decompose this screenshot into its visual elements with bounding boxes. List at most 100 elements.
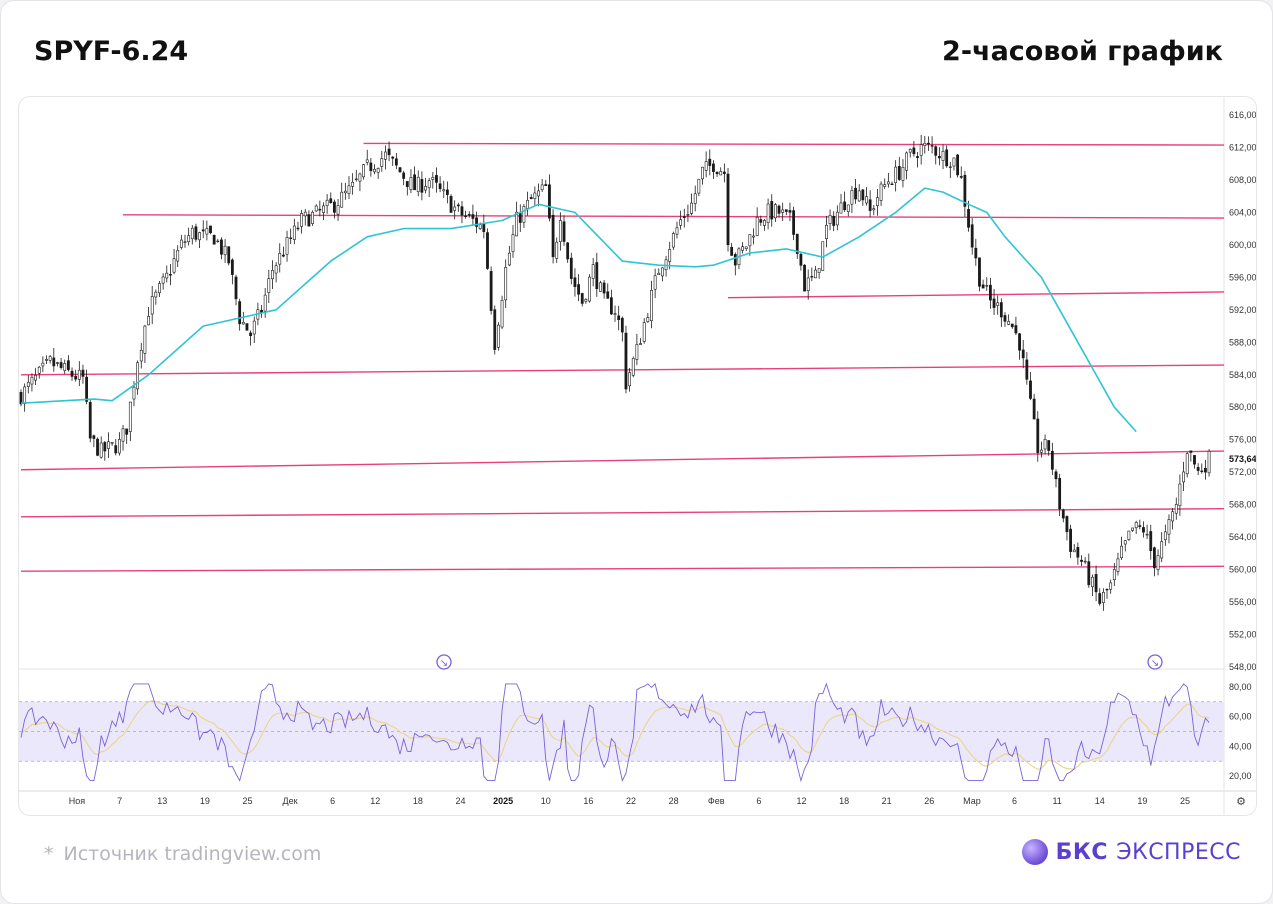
candle-body: [431, 177, 435, 180]
candle-body: [1185, 453, 1189, 475]
rsi-tick: 40,00: [1229, 741, 1252, 751]
scroll-marker-left-icon[interactable]: [436, 654, 452, 670]
candle-body: [1010, 323, 1014, 328]
candle-body: [1156, 555, 1160, 571]
candle-body: [879, 183, 883, 201]
candle-body: [759, 219, 763, 223]
candle-body: [1138, 525, 1142, 527]
scroll-marker-right-icon[interactable]: [1147, 654, 1163, 670]
candle-body: [1153, 547, 1156, 569]
candle-body: [846, 204, 850, 212]
candle-body: [336, 205, 340, 215]
price-tick: 568,00: [1229, 500, 1256, 510]
candle-body: [1134, 522, 1138, 529]
candle-body: [708, 158, 712, 166]
time-tick: Дек: [283, 796, 298, 806]
candle-body: [307, 214, 311, 227]
candle-body: [832, 215, 836, 226]
candle-body: [697, 178, 701, 194]
timeframe-title: 2-часовой график: [942, 36, 1223, 67]
candle-body: [37, 366, 41, 374]
candle-body: [56, 362, 59, 364]
candle-body: [150, 296, 154, 315]
candle-body: [92, 435, 96, 439]
candle-body: [558, 220, 562, 243]
time-tick: Мар: [963, 796, 981, 806]
time-tick: 6: [1012, 796, 1017, 806]
candle-body: [500, 300, 504, 328]
candle-body: [675, 227, 679, 235]
price-tick: 564,00: [1229, 532, 1256, 542]
candle-body: [99, 442, 103, 458]
time-tick: 2025: [493, 796, 513, 806]
price-tick: 604,00: [1229, 207, 1256, 217]
rsi-tick: 20,00: [1229, 771, 1252, 781]
candle-body: [424, 186, 427, 191]
time-tick: Фев: [708, 796, 725, 806]
candle-body: [923, 142, 927, 146]
candle-body: [187, 235, 191, 243]
candle-body: [704, 161, 708, 171]
candle-body: [322, 205, 325, 213]
candle-body: [467, 214, 471, 216]
price-tick: 556,00: [1229, 597, 1256, 607]
candle-body: [66, 360, 70, 371]
rsi-line: [20, 682, 1210, 783]
time-tick: 10: [541, 796, 551, 806]
candle-body: [63, 363, 67, 371]
candle-body: [460, 206, 464, 216]
price-tick: 596,00: [1229, 272, 1256, 282]
candle-body: [194, 226, 198, 240]
candle-body: [799, 253, 803, 266]
price-tick: 592,00: [1229, 305, 1256, 315]
price-tick: 572,00: [1229, 467, 1256, 477]
candle-body: [318, 208, 322, 211]
candle-body: [81, 369, 85, 377]
candle-body: [1167, 519, 1171, 535]
candle-body: [956, 154, 960, 176]
candle-body: [179, 239, 183, 248]
time-tick: 19: [1137, 796, 1147, 806]
candle-body: [817, 268, 821, 273]
candle-body: [435, 175, 438, 183]
level-line: [728, 291, 1225, 299]
time-tick: 22: [626, 796, 636, 806]
candle-body: [507, 252, 511, 266]
candle-body: [959, 176, 963, 178]
candle-body: [1083, 560, 1087, 563]
candle-body: [394, 158, 398, 166]
candle-body: [795, 233, 799, 254]
time-tick: 13: [157, 796, 167, 806]
gear-icon[interactable]: ⚙: [1236, 796, 1246, 808]
candle-body: [533, 192, 537, 199]
candle-body: [657, 272, 661, 275]
time-tick: 6: [756, 796, 761, 806]
candle-body: [1021, 349, 1025, 359]
candle-body: [919, 144, 923, 156]
time-tick: 16: [583, 796, 593, 806]
candle-body: [1054, 471, 1058, 480]
candle-body: [1171, 511, 1175, 522]
level-line: [20, 508, 1225, 518]
candle-body: [351, 181, 355, 187]
candle-body: [1101, 592, 1105, 603]
candle-body: [77, 369, 81, 380]
candle-body: [544, 184, 548, 187]
candle-body: [679, 219, 683, 226]
candle-body: [857, 190, 861, 202]
price-chart[interactable]: 616,00 612,00 608,00 604,00 600,00 596,00 592,…: [19, 97, 1256, 815]
candle-body: [1094, 574, 1098, 593]
candle-body: [661, 267, 664, 277]
candle-body: [358, 173, 362, 182]
time-tick: 26: [924, 796, 934, 806]
candle-body: [416, 176, 420, 193]
candle-body: [996, 302, 1000, 306]
candle-body: [930, 145, 934, 147]
candle-body: [154, 291, 158, 298]
candle-body: [573, 277, 577, 287]
candle-body: [806, 277, 810, 291]
candle-body: [384, 151, 387, 160]
candle-body: [438, 183, 442, 190]
candle-body: [292, 225, 296, 240]
candle-body: [48, 356, 52, 361]
